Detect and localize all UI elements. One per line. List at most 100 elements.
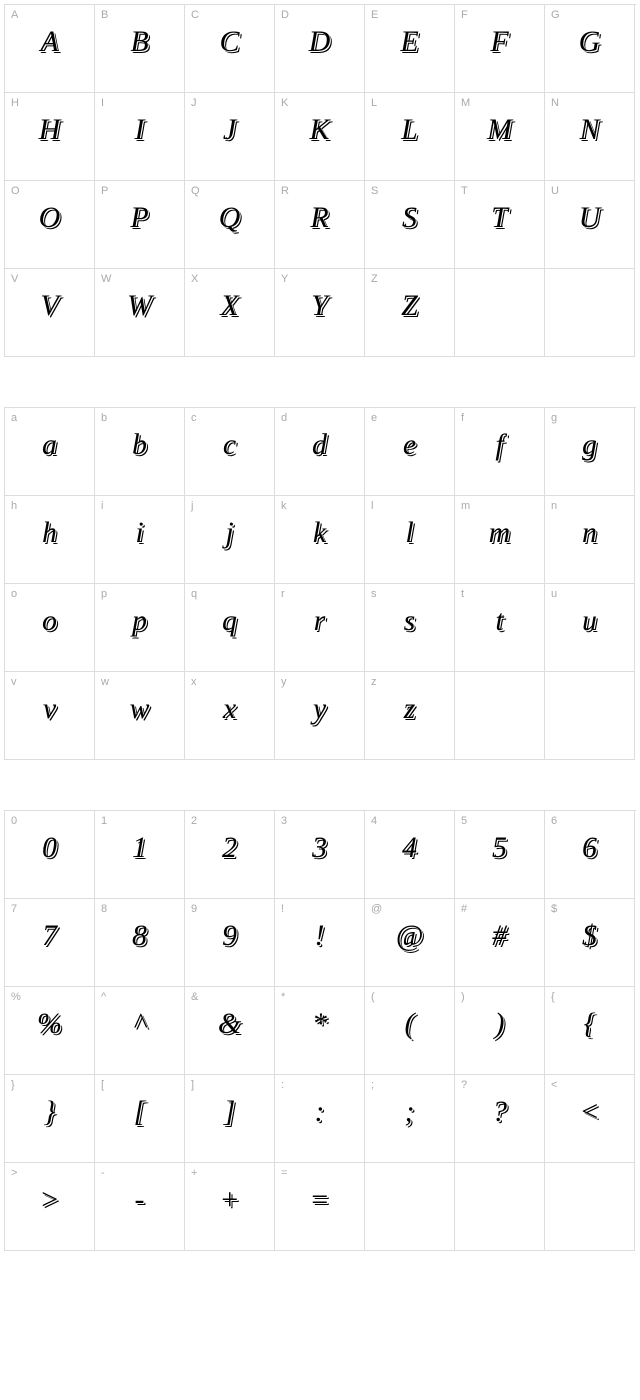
glyph-character: r: [275, 604, 364, 638]
glyph-character: @: [365, 919, 454, 953]
glyph-cell: XX: [185, 269, 275, 357]
glyph-label: %: [11, 991, 21, 1003]
glyph-cell: TT: [455, 181, 545, 269]
glyph-cell: LL: [365, 93, 455, 181]
empty-cell: [455, 672, 545, 760]
glyph-cell: jj: [185, 496, 275, 584]
glyph-label: *: [281, 991, 285, 1003]
glyph-cell: yy: [275, 672, 365, 760]
glyph-character: n: [545, 516, 634, 550]
glyph-label: ;: [371, 1079, 374, 1091]
glyph-character: i: [95, 516, 184, 550]
glyph-character: T: [455, 201, 544, 235]
glyph-cell: OO: [5, 181, 95, 269]
glyph-label: a: [11, 412, 17, 424]
glyph-character: p: [95, 604, 184, 638]
glyph-label: 6: [551, 815, 557, 827]
glyph-character: E: [365, 25, 454, 59]
glyph-cell: 55: [455, 811, 545, 899]
glyph-character: ): [455, 1007, 544, 1041]
glyph-character: W: [95, 289, 184, 323]
glyph-cell: qq: [185, 584, 275, 672]
empty-cell: [545, 672, 635, 760]
glyph-label: M: [461, 97, 470, 109]
glyph-cell: VV: [5, 269, 95, 357]
glyph-character: -: [95, 1183, 184, 1217]
glyph-cell: HH: [5, 93, 95, 181]
glyph-label: $: [551, 903, 557, 915]
glyph-label: q: [191, 588, 197, 600]
glyph-cell: ++: [185, 1163, 275, 1251]
glyph-label: 4: [371, 815, 377, 827]
glyph-character: P: [95, 201, 184, 235]
glyph-cell: PP: [95, 181, 185, 269]
glyph-label: !: [281, 903, 284, 915]
glyph-cell: ee: [365, 408, 455, 496]
glyph-label: H: [11, 97, 19, 109]
glyph-cell: [[: [95, 1075, 185, 1163]
glyph-cell: )): [455, 987, 545, 1075]
glyph-label: -: [101, 1167, 105, 1179]
glyph-label: p: [101, 588, 107, 600]
glyph-label: @: [371, 903, 382, 915]
glyph-label: k: [281, 500, 287, 512]
glyph-character: X: [185, 289, 274, 323]
glyph-character: L: [365, 113, 454, 147]
glyph-label: x: [191, 676, 197, 688]
glyph-character: &: [185, 1007, 274, 1041]
glyph-label: r: [281, 588, 285, 600]
glyph-cell: ??: [455, 1075, 545, 1163]
glyph-character: (: [365, 1007, 454, 1041]
glyph-cell: ss: [365, 584, 455, 672]
glyph-label: m: [461, 500, 470, 512]
glyph-character: j: [185, 516, 274, 550]
glyph-label: 2: [191, 815, 197, 827]
glyph-label: N: [551, 97, 559, 109]
glyph-label: {: [551, 991, 555, 1003]
glyph-cell: ##: [455, 899, 545, 987]
glyph-character: b: [95, 428, 184, 462]
glyph-label: Z: [371, 273, 378, 285]
glyph-cell: 11: [95, 811, 185, 899]
glyph-label: g: [551, 412, 557, 424]
glyph-cell: KK: [275, 93, 365, 181]
glyph-cell: 88: [95, 899, 185, 987]
glyph-label: 9: [191, 903, 197, 915]
glyph-label: j: [191, 500, 193, 512]
glyph-label: l: [371, 500, 373, 512]
glyph-label: F: [461, 9, 468, 21]
glyph-cell: xx: [185, 672, 275, 760]
glyph-label: #: [461, 903, 467, 915]
glyph-character: q: [185, 604, 274, 638]
glyph-cell: SS: [365, 181, 455, 269]
glyph-label: v: [11, 676, 17, 688]
glyph-character: :: [275, 1095, 364, 1129]
glyph-cell: >>: [5, 1163, 95, 1251]
glyph-cell: ww: [95, 672, 185, 760]
glyph-character: 2: [185, 831, 274, 865]
glyph-character: S: [365, 201, 454, 235]
glyph-cell: bb: [95, 408, 185, 496]
glyph-character: z: [365, 692, 454, 726]
glyph-cell: **: [275, 987, 365, 1075]
empty-cell: [545, 1163, 635, 1251]
glyph-character: I: [95, 113, 184, 147]
glyph-cell: {{: [545, 987, 635, 1075]
glyph-label: <: [551, 1079, 557, 1091]
glyph-cell: !!: [275, 899, 365, 987]
glyph-character: o: [5, 604, 94, 638]
glyph-label: U: [551, 185, 559, 197]
glyph-label: [: [101, 1079, 104, 1091]
glyph-cell: FF: [455, 5, 545, 93]
glyph-label: n: [551, 500, 557, 512]
glyph-cell: MM: [455, 93, 545, 181]
glyph-cell: vv: [5, 672, 95, 760]
glyph-character: c: [185, 428, 274, 462]
glyph-cell: dd: [275, 408, 365, 496]
glyph-cell: DD: [275, 5, 365, 93]
glyph-cell: EE: [365, 5, 455, 93]
glyph-label: K: [281, 97, 288, 109]
section-uppercase: AABBCCDDEEFFGGHHIIJJKKLLMMNNOOPPQQRRSSTT…: [4, 4, 636, 357]
glyph-cell: cc: [185, 408, 275, 496]
glyph-label: G: [551, 9, 560, 21]
